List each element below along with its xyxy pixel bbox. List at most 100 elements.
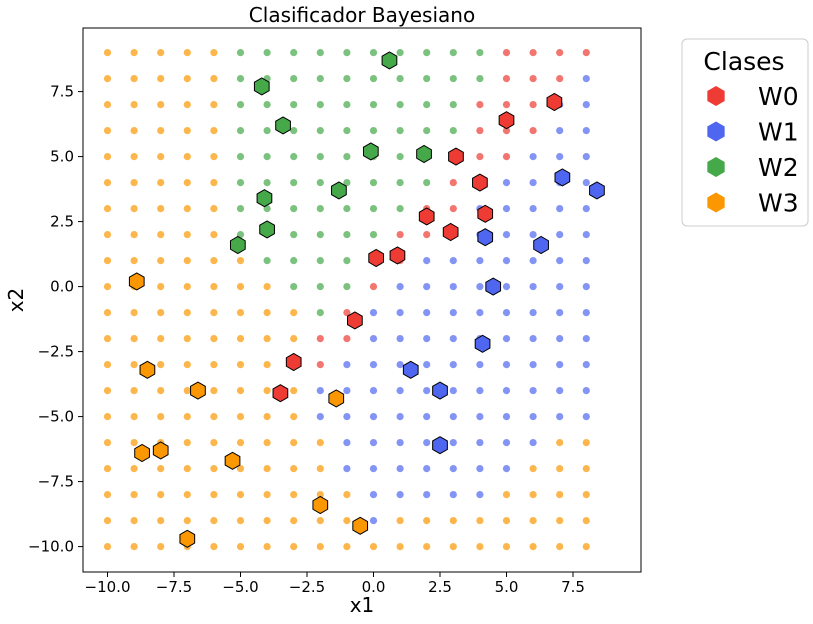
grid-point-w3 — [236, 361, 245, 369]
grid-point-w3 — [157, 465, 165, 473]
grid-point-w3 — [130, 179, 138, 187]
grid-point-w3 — [290, 439, 298, 447]
sample-point-w3 — [328, 389, 345, 408]
grid-point-w3 — [157, 517, 165, 525]
grid-point-w1 — [582, 413, 590, 421]
grid-point-w3 — [210, 205, 218, 213]
chart-title: Clasificador Bayesiano — [249, 3, 475, 27]
sample-point-w0 — [272, 384, 289, 403]
grid-point-w3 — [183, 309, 191, 317]
grid-point-w3 — [103, 517, 112, 525]
grid-point-w2 — [369, 101, 378, 109]
grid-point-w1 — [502, 335, 511, 343]
sample-point-w1 — [474, 334, 491, 353]
grid-point-w3 — [183, 491, 191, 499]
grid-point-w2 — [343, 257, 351, 265]
grid-point-w3 — [157, 491, 165, 499]
legend-marker-w3 — [707, 192, 725, 213]
grid-point-w3 — [130, 517, 138, 525]
grid-point-w1 — [556, 127, 564, 135]
grid-point-w1 — [449, 335, 457, 343]
grid-point-w1 — [582, 179, 590, 187]
plot-area-frame — [82, 27, 642, 573]
grid-point-w1 — [396, 439, 404, 447]
grid-point-w3 — [290, 413, 298, 421]
grid-point-w1 — [369, 413, 378, 421]
grid-point-w3 — [183, 179, 191, 187]
grid-point-w2 — [343, 179, 351, 187]
grid-point-w3 — [210, 179, 218, 187]
grid-point-w3 — [449, 517, 457, 525]
grid-point-w3 — [263, 309, 271, 317]
grid-point-w3 — [423, 517, 431, 525]
sample-point-w0 — [389, 246, 406, 265]
x-axis-label: x1 — [350, 593, 375, 617]
grid-point-w3 — [290, 387, 298, 395]
grid-point-w0 — [529, 101, 537, 109]
grid-point-w2 — [449, 127, 457, 135]
grid-point-w1 — [556, 283, 564, 291]
grid-point-w0 — [502, 49, 511, 57]
sample-point-w0 — [546, 92, 563, 112]
grid-point-w3 — [263, 517, 271, 525]
grid-point-w2 — [476, 49, 484, 57]
grid-point-w3 — [183, 153, 191, 161]
series-w2 — [229, 51, 432, 255]
grid-point-w1 — [582, 101, 590, 109]
grid-point-w3 — [210, 231, 218, 239]
sample-point-w2 — [229, 235, 246, 255]
grid-point-w2 — [316, 231, 324, 239]
grid-point-w3 — [316, 543, 324, 551]
grid-point-w1 — [423, 387, 431, 395]
grid-point-w3 — [183, 439, 191, 447]
grid-point-w3 — [290, 465, 298, 473]
grid-point-w1 — [423, 361, 431, 369]
grid-point-w2 — [423, 75, 431, 83]
grid-point-w3 — [369, 543, 378, 551]
grid-point-w2 — [236, 179, 245, 187]
grid-point-w3 — [130, 335, 138, 343]
grid-point-w1 — [556, 309, 564, 317]
grid-point-w1 — [502, 231, 511, 239]
grid-point-w0 — [449, 205, 457, 213]
grid-point-w1 — [502, 205, 511, 213]
grid-point-w2 — [236, 127, 245, 135]
grid-point-w1 — [423, 465, 431, 473]
grid-point-w1 — [529, 231, 537, 239]
grid-point-w3 — [157, 543, 165, 551]
grid-point-w3 — [130, 205, 138, 213]
y-axis: −10.0 −7.5 −5.0 −2.5 0.0 2.5 5.0 7.5 — [28, 83, 83, 556]
grid-point-w3 — [556, 439, 564, 447]
grid-point-w3 — [103, 387, 112, 395]
grid-point-w3 — [236, 413, 245, 421]
grid-point-w3 — [130, 257, 138, 265]
grid-point-w2 — [343, 75, 351, 83]
grid-point-w2 — [476, 75, 484, 83]
grid-point-w3 — [290, 491, 298, 499]
grid-point-w3 — [103, 49, 112, 57]
grid-point-w3 — [210, 75, 218, 83]
grid-point-w0 — [396, 231, 404, 239]
grid-point-w2 — [290, 283, 298, 291]
x-tick-label: −5.0 — [222, 578, 258, 596]
legend-label: W0 — [758, 82, 799, 111]
grid-point-w2 — [316, 309, 324, 317]
grid-point-w3 — [582, 543, 590, 551]
grid-point-w2 — [343, 231, 351, 239]
grid-point-w3 — [476, 517, 484, 525]
grid-point-w3 — [157, 413, 165, 421]
grid-point-w0 — [502, 127, 511, 135]
grid-point-w3 — [183, 283, 191, 291]
grid-point-w2 — [396, 205, 404, 213]
grid-point-w2 — [236, 75, 245, 83]
grid-point-w1 — [476, 361, 484, 369]
grid-point-w1 — [343, 439, 351, 447]
sample-point-w0 — [477, 204, 494, 223]
grid-point-w3 — [210, 283, 218, 291]
grid-point-w2 — [369, 127, 378, 135]
grid-point-w3 — [210, 517, 218, 525]
grid-point-w1 — [316, 413, 324, 421]
grid-point-w1 — [502, 309, 511, 317]
grid-point-w3 — [263, 439, 271, 447]
grid-point-w2 — [369, 75, 378, 83]
